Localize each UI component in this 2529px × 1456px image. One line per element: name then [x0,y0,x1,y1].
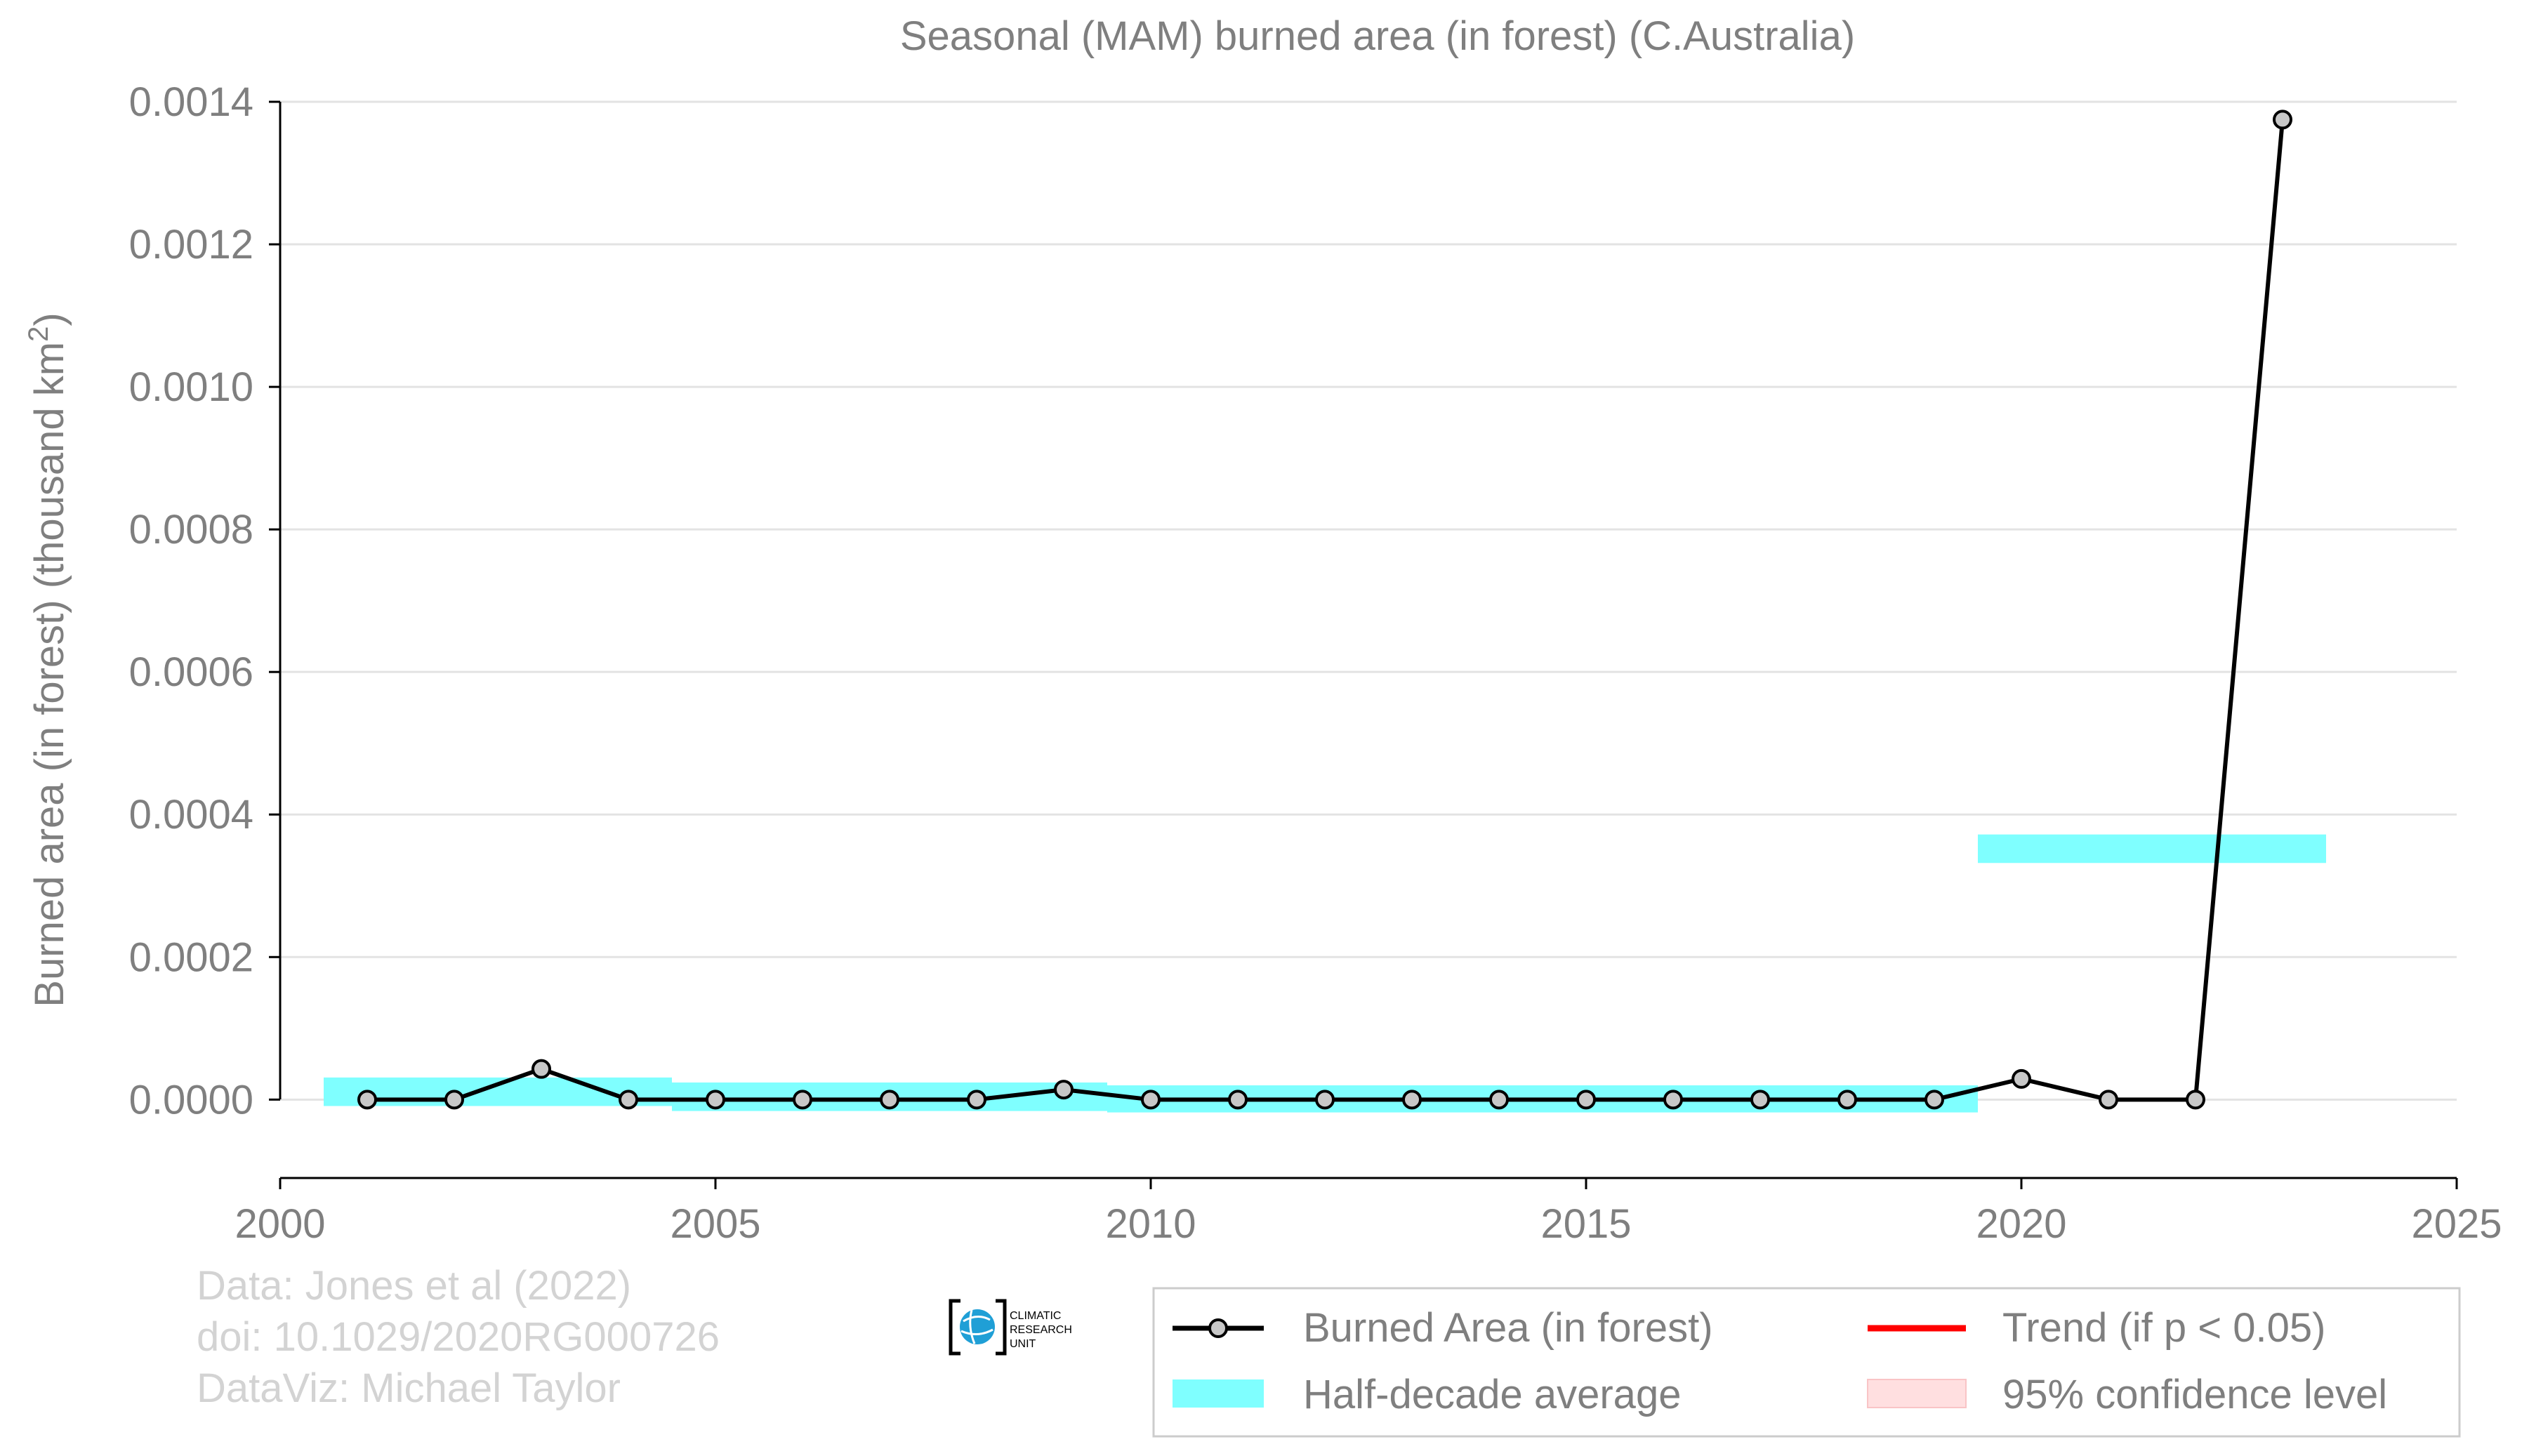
data-point [1837,1090,1857,1110]
credit-doi: doi: 10.1029/2020RG000726 [197,1314,720,1360]
data-point [531,1059,551,1079]
legend-label-burned-area: Burned Area (in forest) [1303,1305,1713,1351]
x-tick-label: 2020 [1976,1201,2066,1247]
data-point [2186,1090,2205,1110]
logo-text-line3: UNIT [1010,1338,1036,1350]
x-tick-label: 2015 [1540,1201,1631,1247]
y-tick-label: 0.0014 [129,79,253,125]
data-point [1663,1090,1683,1110]
y-tick-label: 0.0002 [129,934,253,980]
data-point [2099,1090,2118,1110]
legend-label-trend: Trend (if p < 0.05) [2002,1305,2325,1351]
cru-logo: CLIMATIC RESEARCH UNIT [949,1299,1072,1356]
data-point [1489,1090,1509,1110]
y-tick-label: 0.0004 [129,792,253,838]
data-point [1228,1090,1248,1110]
x-ticks: 2000 2005 2010 2015 2020 2025 [235,1178,2502,1247]
y-axis-label: Burned area (in forest) (thousand km2) [23,312,72,1007]
data-point [793,1090,812,1110]
y-tick-label: 0.0000 [129,1077,253,1123]
y-ticks: 0.0000 0.0002 0.0004 0.0006 0.0008 0.0010 0.00… [129,79,280,1123]
data-point [1054,1080,1074,1100]
legend-half-decade-swatch [1173,1379,1264,1408]
chart-title: Seasonal (MAM) burned area (in forest) (… [900,13,1855,59]
logo-bracket-left [949,1299,960,1356]
y-axis-label-close: ) [27,312,72,326]
legend-label-confidence: 95% confidence level [2002,1372,2387,1417]
gridlines [280,100,2457,1101]
legend: Burned Area (in forest) Trend (if p < 0.… [1152,1287,2461,1438]
x-tick-label: 2005 [670,1201,760,1247]
data-point [1315,1090,1335,1110]
data-point [357,1090,377,1110]
x-tick-label: 2000 [235,1201,325,1247]
legend-box [1152,1287,2461,1438]
series-line [367,119,2285,1102]
data-point [880,1090,899,1110]
y-axis-label-main: Burned area (in forest) (thousand km [27,342,72,1007]
data-point [2273,110,2292,130]
logo-bracket-right [996,1299,1007,1356]
globe-icon [960,1309,995,1344]
data-point [967,1090,986,1110]
y-tick-label: 0.0006 [129,649,253,695]
credit-dataviz: DataViz: Michael Taylor [197,1365,621,1411]
legend-entry-burned-area: Burned Area (in forest) [1173,1305,1713,1351]
legend-entry-confidence: 95% confidence level [1867,1372,2387,1417]
y-tick-label: 0.0010 [129,364,253,410]
legend-entry-trend: Trend (if p < 0.05) [1868,1305,2325,1351]
y-tick-label: 0.0012 [129,222,253,267]
series-burned-area [357,110,2292,1110]
credit-data-source: Data: Jones et al (2022) [197,1263,631,1309]
legend-marker-swatch [1208,1318,1228,1338]
y-axis-label-superscript: 2 [23,326,54,342]
logo-text-line2: RESEARCH [1010,1324,1072,1336]
data-point [444,1090,464,1110]
legend-label-half-decade: Half-decade average [1303,1372,1681,1417]
half-decade-band [1978,834,2326,863]
y-tick-label: 0.0008 [129,507,253,552]
x-tick-label: 2010 [1105,1201,1196,1247]
legend-confidence-swatch [1867,1379,1967,1408]
data-point [1402,1090,1422,1110]
data-point [2012,1068,2031,1089]
data-point [1576,1090,1596,1110]
x-tick-label: 2025 [2411,1201,2502,1247]
legend-entry-half-decade: Half-decade average [1173,1372,1681,1417]
data-point [1141,1090,1161,1110]
axes [279,102,2457,1179]
logo-globe-lines [960,1309,993,1344]
data-point [619,1090,638,1110]
data-point [1750,1090,1770,1110]
data-point [706,1090,725,1110]
logo-text-line1: CLIMATIC [1010,1310,1061,1322]
data-point [1924,1090,1944,1110]
